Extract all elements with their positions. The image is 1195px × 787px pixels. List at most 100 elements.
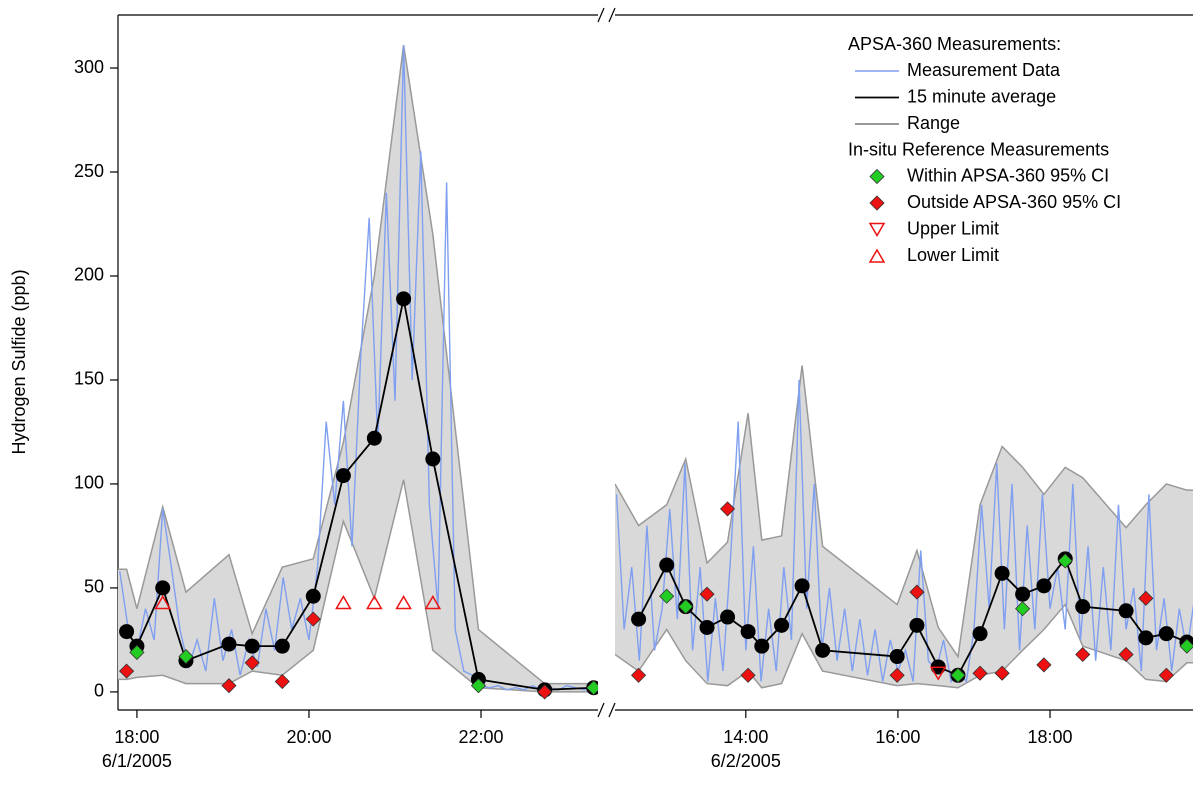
- reference-point: [586, 680, 598, 696]
- legend-label: Range: [907, 113, 960, 133]
- range-lower: [615, 603, 1193, 689]
- legend-label: Measurement Data: [907, 60, 1061, 80]
- reference-point: [537, 684, 553, 700]
- legend-marker: [868, 248, 886, 263]
- legend-title: APSA-360 Measurements:: [848, 34, 1061, 54]
- lower-limit-point: [424, 594, 442, 610]
- panel-0-series: [129, 644, 598, 696]
- reference-point: [1158, 667, 1174, 683]
- y-tick-label: 300: [74, 57, 104, 77]
- x-tick-label: 22:00: [458, 727, 503, 747]
- average-point: [274, 638, 290, 654]
- x-tick-label: 20:00: [286, 727, 331, 747]
- average-point: [1075, 599, 1091, 615]
- average-point: [740, 624, 756, 640]
- panel-1-series: [659, 553, 1193, 683]
- average-point: [754, 638, 770, 654]
- reference-point: [1036, 657, 1052, 673]
- average-point: [774, 617, 790, 633]
- average-point: [1158, 626, 1174, 642]
- x-tick-label: 18:00: [114, 727, 159, 747]
- average-point: [972, 626, 988, 642]
- range-area: [615, 365, 1193, 688]
- legend-label: Upper Limit: [907, 218, 999, 238]
- average-point: [994, 565, 1010, 581]
- x-tick-label: 14:00: [723, 727, 768, 747]
- average-point: [221, 636, 237, 652]
- panel-1-series: [615, 365, 1193, 689]
- average-point: [1138, 630, 1154, 646]
- reference-point: [889, 667, 905, 683]
- average-point: [631, 611, 647, 627]
- average-point: [889, 649, 905, 665]
- panel-1-series: [631, 501, 1174, 683]
- reference-point: [470, 678, 486, 694]
- axis-break: [597, 702, 605, 718]
- average-point: [659, 557, 675, 573]
- reference-point: [221, 678, 237, 694]
- reference-point: [678, 599, 694, 615]
- legend-label: Lower Limit: [907, 245, 999, 265]
- panel-0-series: [154, 594, 442, 610]
- legend-marker: [868, 222, 886, 237]
- average-point: [119, 624, 135, 640]
- average-point: [909, 617, 925, 633]
- range-upper: [118, 45, 594, 685]
- average-point: [720, 609, 736, 625]
- reference-point: [274, 673, 290, 690]
- date-label: 6/1/2005: [102, 751, 172, 771]
- average-point: [1118, 603, 1134, 619]
- lower-limit-point: [335, 594, 352, 610]
- average-point: [244, 638, 260, 654]
- panel-0-series: [119, 611, 553, 700]
- measurement-line: [119, 45, 594, 691]
- x-tick-label: 18:00: [1027, 727, 1072, 747]
- reference-point: [909, 584, 925, 600]
- reference-point: [1075, 646, 1091, 663]
- reference-point: [178, 648, 194, 665]
- legend-marker: [869, 168, 885, 185]
- average-point: [1036, 578, 1052, 594]
- reference-point: [1138, 590, 1154, 606]
- legend-label: Within APSA-360 95% CI: [907, 165, 1109, 185]
- reference-point: [119, 663, 135, 679]
- y-tick-label: 0: [94, 681, 104, 701]
- reference-point: [244, 655, 260, 671]
- reference-point: [1118, 646, 1134, 663]
- y-axis-label: Hydrogen Sulfide (ppb): [9, 269, 29, 454]
- average-point: [305, 588, 321, 604]
- average-point: [425, 451, 441, 467]
- average-point: [699, 619, 715, 635]
- average-point: [335, 468, 351, 484]
- reference-point: [1015, 601, 1031, 617]
- panel-1-series: [929, 666, 947, 681]
- reference-point: [1057, 553, 1073, 569]
- reference-point: [972, 665, 988, 681]
- average-point: [396, 291, 412, 307]
- reference-point: [1179, 638, 1193, 654]
- average-point: [794, 578, 810, 594]
- reference-point: [719, 501, 736, 517]
- average-point: [155, 580, 171, 596]
- upper-limit-point: [929, 666, 947, 681]
- y-tick-label: 50: [84, 577, 104, 597]
- y-tick-label: 200: [74, 265, 104, 285]
- reference-point: [699, 586, 715, 602]
- reference-point: [659, 588, 675, 604]
- legend-title: In-situ Reference Measurements: [848, 139, 1109, 159]
- legend-label: Outside APSA-360 95% CI: [907, 192, 1121, 212]
- average-point: [1015, 586, 1031, 602]
- range-area: [118, 45, 594, 692]
- axis-break: [597, 7, 605, 23]
- reference-point: [994, 665, 1010, 681]
- lower-limit-point: [154, 594, 172, 610]
- y-tick-label: 150: [74, 369, 104, 389]
- reference-point: [129, 644, 145, 660]
- panel-0-series: [118, 45, 594, 693]
- y-tick-label: 100: [74, 473, 104, 493]
- reference-point: [950, 667, 966, 683]
- legend-label: 15 minute average: [907, 86, 1056, 106]
- reference-point: [305, 611, 321, 627]
- lower-limit-point: [395, 594, 412, 610]
